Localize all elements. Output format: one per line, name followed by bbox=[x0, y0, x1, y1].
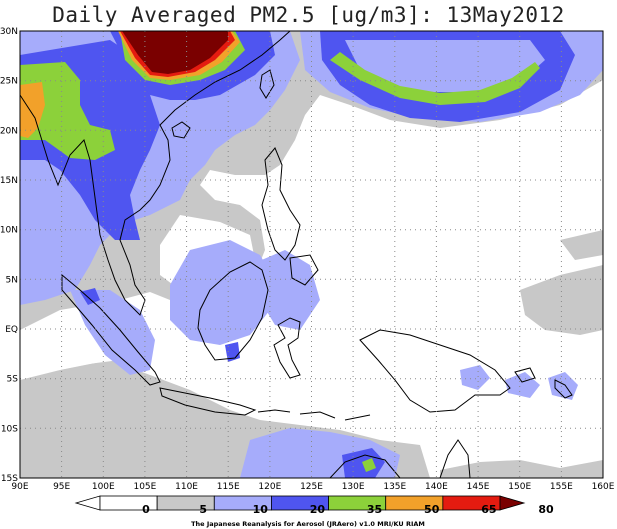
credit-text: The Japanese Reanalysis for Aerosol (JRA… bbox=[191, 520, 425, 528]
darkred-core-china bbox=[122, 31, 228, 74]
colorbar: 0 5 10 20 35 50 65 80 bbox=[74, 495, 554, 516]
colorbar-level-label: 35 bbox=[367, 503, 382, 516]
lat-tick-label: 15S bbox=[1, 474, 18, 484]
lat-tick-label: 5N bbox=[6, 275, 18, 285]
clean-air-west-pacific bbox=[290, 120, 603, 305]
lon-tick-label: 135E bbox=[383, 482, 406, 492]
lat-tick-label: 15N bbox=[0, 176, 18, 186]
concentration-field bbox=[20, 31, 603, 478]
grey-patch-ne bbox=[560, 230, 603, 260]
lightblue-maritime bbox=[170, 240, 275, 345]
lat-tick-label: 10S bbox=[1, 424, 18, 434]
coast-sulawesi bbox=[273, 317, 301, 379]
coastlines bbox=[20, 31, 573, 478]
colorbar-level-label: 20 bbox=[310, 503, 326, 516]
lon-tick-label: 120E bbox=[258, 482, 281, 492]
lon-tick-label: 155E bbox=[550, 482, 573, 492]
lon-tick-label: 160E bbox=[592, 482, 615, 492]
lon-tick-label: 145E bbox=[467, 482, 490, 492]
colorbar-arrow-low bbox=[74, 495, 101, 511]
grey-patch-sw bbox=[440, 460, 603, 478]
grey-patch-east bbox=[520, 265, 603, 335]
lat-tick-label: 5S bbox=[7, 375, 19, 385]
coast-mindanao bbox=[289, 254, 319, 286]
lon-tick-label: 130E bbox=[342, 482, 365, 492]
green-pacific-arc bbox=[330, 52, 540, 105]
coast-lesser-sunda bbox=[257, 409, 371, 421]
lightblue-png bbox=[460, 365, 490, 390]
map-title: Daily Averaged PM2.5 [ug/m3]: 13May2012 bbox=[52, 3, 565, 27]
colorbar-level-label: 0 bbox=[142, 503, 150, 516]
lat-tick-label: 10N bbox=[0, 226, 18, 236]
lon-tick-label: 110E bbox=[175, 482, 198, 492]
lat-tick-label: 30N bbox=[0, 27, 18, 37]
lon-tick-label: 150E bbox=[508, 482, 531, 492]
colorbar-level-label: 80 bbox=[538, 503, 554, 516]
map-frame bbox=[19, 30, 604, 479]
coast-bismarck bbox=[514, 367, 536, 383]
lon-tick-label: 125E bbox=[300, 482, 323, 492]
colorbar-level-label: 65 bbox=[481, 503, 496, 516]
coast-new-guinea bbox=[359, 329, 511, 413]
coast-borneo bbox=[197, 261, 269, 361]
blue-pacific-inner bbox=[345, 40, 545, 92]
orange-myanmar bbox=[20, 82, 45, 138]
lat-tick-label: EQ bbox=[5, 325, 18, 335]
coast-asia-mainland bbox=[20, 31, 291, 316]
lon-tick-label: 105E bbox=[133, 482, 156, 492]
colorbar-level-label: 50 bbox=[424, 503, 440, 516]
blue-sumatra-patch bbox=[80, 288, 100, 305]
lon-tick-label: 115E bbox=[217, 482, 240, 492]
lat-tick-label: 20N bbox=[0, 126, 18, 136]
lon-tick-label: 100E bbox=[92, 482, 115, 492]
longitude-axis: 90E 95E 100E 105E 110E 115E 120E 125E 130E 135E 14… bbox=[11, 482, 614, 492]
coast-australia bbox=[329, 439, 471, 478]
lightblue-east bbox=[505, 372, 540, 398]
lon-tick-label: 95E bbox=[53, 482, 70, 492]
lightblue-sulawesi bbox=[250, 250, 320, 330]
colorbar-level-label: 5 bbox=[199, 503, 207, 516]
lon-tick-label: 140E bbox=[425, 482, 448, 492]
green-timor-dot bbox=[362, 458, 376, 472]
coast-solomon bbox=[554, 379, 573, 399]
latitude-axis: 30N 25N 20N 15N 10N 5N EQ 5S 10S 15S bbox=[0, 27, 18, 484]
lon-tick-label: 90E bbox=[11, 482, 28, 492]
lat-tick-label: 25N bbox=[0, 77, 18, 87]
lightblue-sumatra bbox=[70, 290, 155, 375]
colorbar-level-label: 10 bbox=[253, 503, 269, 516]
coast-philippines bbox=[261, 147, 301, 261]
colorbar-arrow-high bbox=[499, 495, 526, 511]
graticule bbox=[20, 31, 603, 478]
coast-hainan bbox=[171, 121, 191, 139]
coast-java bbox=[159, 387, 257, 416]
green-indochina bbox=[20, 62, 115, 160]
